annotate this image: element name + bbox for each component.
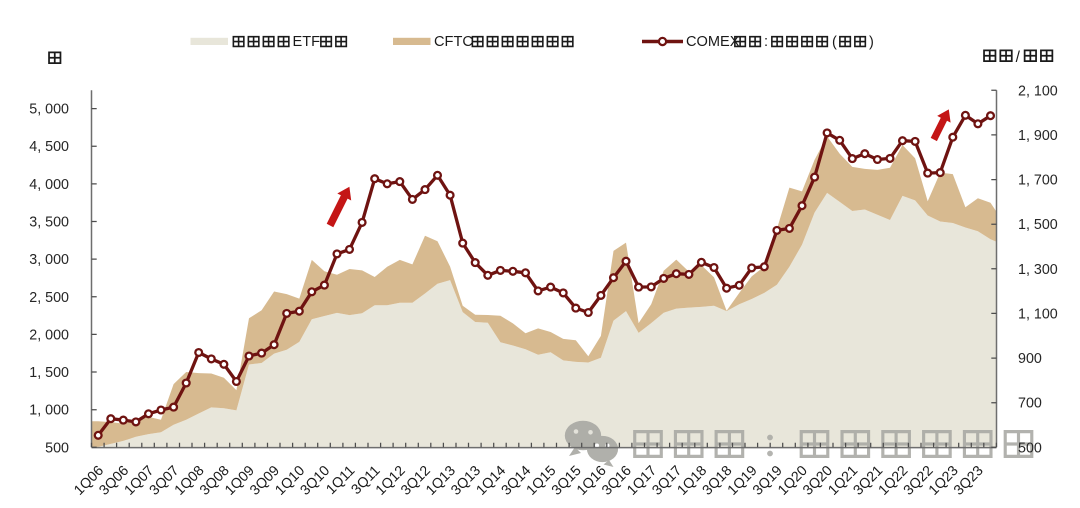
svg-text:4, 000: 4, 000	[29, 177, 69, 193]
svg-text::: :	[764, 34, 768, 50]
svg-text:2, 100: 2, 100	[1018, 83, 1058, 99]
svg-text:5, 000: 5, 000	[29, 102, 69, 118]
svg-text:4, 500: 4, 500	[29, 139, 69, 155]
svg-text:1, 000: 1, 000	[29, 403, 69, 419]
svg-text:500: 500	[45, 440, 69, 456]
svg-text:ETF: ETF	[293, 34, 321, 50]
svg-text:1, 500: 1, 500	[29, 365, 69, 381]
svg-text:3, 500: 3, 500	[29, 215, 69, 231]
svg-text:2, 000: 2, 000	[29, 327, 69, 343]
svg-text:3, 000: 3, 000	[29, 252, 69, 268]
svg-text:1, 500: 1, 500	[1018, 217, 1058, 233]
svg-text:CFTC: CFTC	[434, 34, 473, 50]
svg-text:1, 300: 1, 300	[1018, 262, 1058, 278]
svg-text:900: 900	[1018, 351, 1042, 367]
svg-text:700: 700	[1018, 396, 1042, 412]
svg-text:1, 900: 1, 900	[1018, 128, 1058, 144]
svg-text:(: (	[832, 35, 837, 51]
svg-text:1, 100: 1, 100	[1018, 306, 1058, 322]
svg-text:2, 500: 2, 500	[29, 290, 69, 306]
svg-text:500: 500	[1018, 440, 1042, 456]
svg-text:1, 700: 1, 700	[1018, 173, 1058, 189]
svg-text:COMEX: COMEX	[686, 34, 740, 50]
svg-text:): )	[869, 35, 874, 51]
svg-text:/: /	[1016, 49, 1021, 66]
